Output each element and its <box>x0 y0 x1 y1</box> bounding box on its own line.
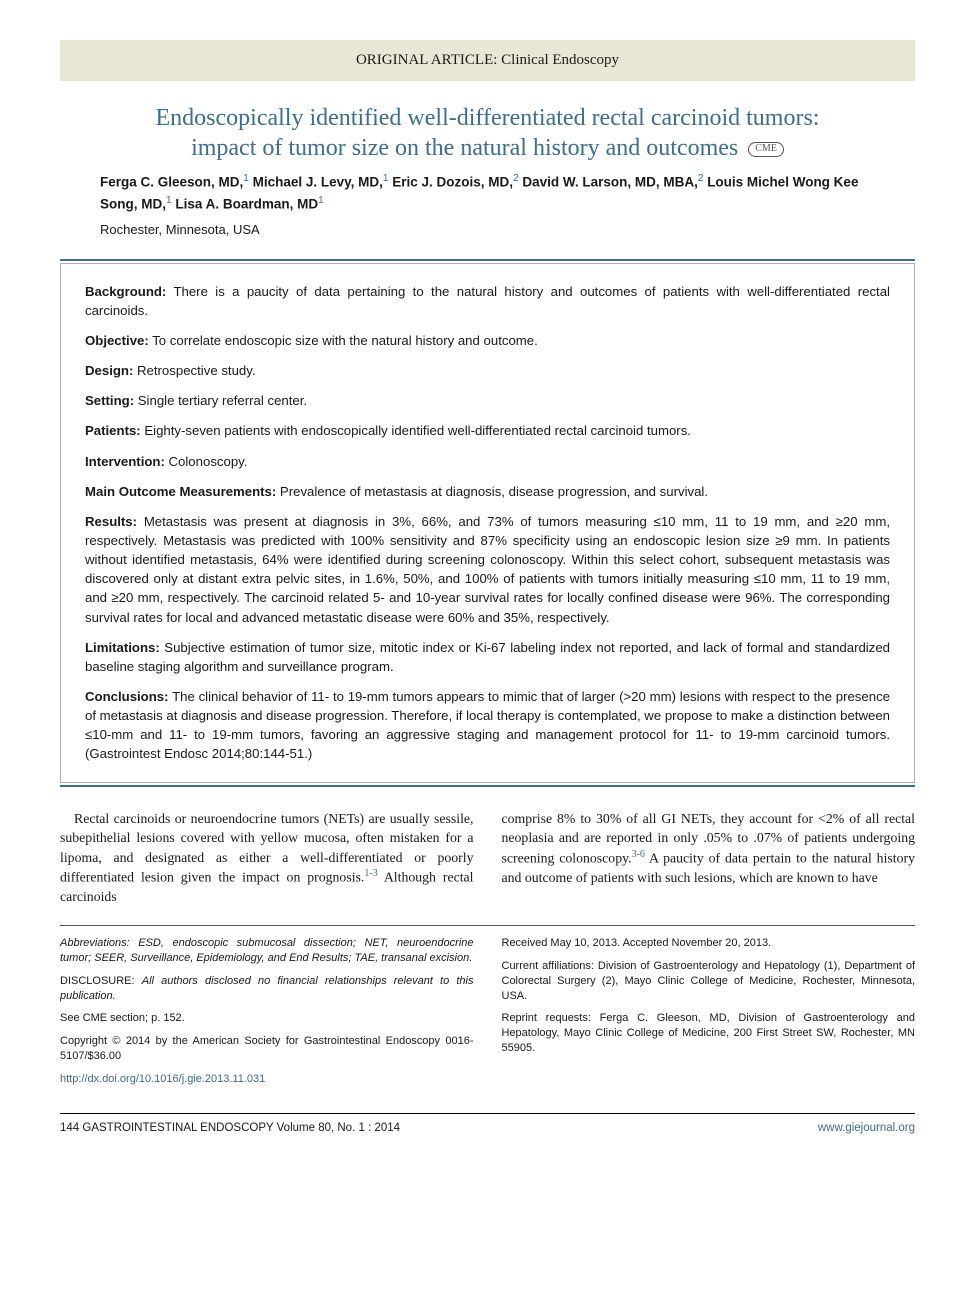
body-col-1: Rectal carcinoids or neuroendocrine tumo… <box>60 809 474 907</box>
page-footer-right: www.giejournal.org <box>818 1120 915 1136</box>
abstract-conclusions: Conclusions: The clinical behavior of 11… <box>85 687 890 764</box>
journal-vol: GASTROINTESTINAL ENDOSCOPY Volume 80, No… <box>79 1122 400 1134</box>
abstract-label: Patients: <box>85 423 141 438</box>
abstract-patients: Patients: Eighty-seven patients with end… <box>85 421 890 440</box>
body-text-columns: Rectal carcinoids or neuroendocrine tumo… <box>60 809 915 907</box>
abstract-limitations: Limitations: Subjective estimation of tu… <box>85 638 890 676</box>
article-category: ORIGINAL ARTICLE: Clinical Endoscopy <box>356 52 619 68</box>
author-list: Ferga C. Gleeson, MD,1 Michael J. Levy, … <box>100 171 875 215</box>
author-1: Ferga C. Gleeson, MD, <box>100 175 243 190</box>
article-title: Endoscopically identified well-different… <box>60 103 915 163</box>
reprint-requests: Reprint requests: Ferga C. Gleeson, MD, … <box>502 1011 916 1056</box>
footer-col-right: Received May 10, 2013. Accepted November… <box>502 936 916 1095</box>
abstract-text: The clinical behavior of 11- to 19-mm tu… <box>85 689 890 761</box>
abstract-text: Metastasis was present at diagnosis in 3… <box>85 514 890 625</box>
author-2: Michael J. Levy, MD, <box>253 175 383 190</box>
page-number: 144 <box>60 1122 79 1134</box>
abstract-mom: Main Outcome Measurements: Prevalence of… <box>85 482 890 501</box>
doi-link[interactable]: http://dx.doi.org/10.1016/j.gie.2013.11.… <box>60 1073 265 1085</box>
author-6: Lisa A. Boardman, MD <box>175 196 318 211</box>
disclosure-label: DISCLOSURE: <box>60 975 142 987</box>
received-dates: Received May 10, 2013. Accepted November… <box>502 936 916 951</box>
footer-col-left: Abbreviations: ESD, endoscopic submucosa… <box>60 936 474 1095</box>
affil-sup: 2 <box>513 173 519 184</box>
abstract-text: To correlate endoscopic size with the na… <box>149 333 538 348</box>
body-col-2: comprise 8% to 30% of all GI NETs, they … <box>502 809 916 907</box>
abstract-label: Results: <box>85 514 137 529</box>
affil-sup: 1 <box>318 195 324 206</box>
abstract-label: Limitations: <box>85 640 160 655</box>
abstract-results: Results: Metastasis was present at diagn… <box>85 512 890 627</box>
title-line-2: impact of tumor size on the natural hist… <box>191 135 738 161</box>
cme-badge: CME <box>748 142 784 157</box>
abstract-box: Background: There is a paucity of data p… <box>60 263 915 783</box>
author-location: Rochester, Minnesota, USA <box>100 221 875 239</box>
citation-link[interactable]: 3-6 <box>632 849 645 860</box>
author-4: David W. Larson, MD, MBA, <box>522 175 698 190</box>
author-3: Eric J. Dozois, MD, <box>392 175 513 190</box>
affil-sup: 1 <box>383 173 389 184</box>
page-footer-left: 144 GASTROINTESTINAL ENDOSCOPY Volume 80… <box>60 1120 400 1136</box>
citation-link[interactable]: 1-3 <box>364 868 377 879</box>
footer-columns: Abbreviations: ESD, endoscopic submucosa… <box>60 936 915 1095</box>
title-line-1: Endoscopically identified well-different… <box>156 105 820 131</box>
abbreviations: Abbreviations: ESD, endoscopic submucosa… <box>60 936 474 966</box>
abstract-top-rule <box>60 259 915 261</box>
disclosure: DISCLOSURE: All authors disclosed no fin… <box>60 974 474 1004</box>
abstract-text: Retrospective study. <box>133 363 255 378</box>
abstract-label: Background: <box>85 284 166 299</box>
affil-sup: 1 <box>243 173 249 184</box>
abstract-text: Prevalence of metastasis at diagnosis, d… <box>276 484 708 499</box>
abstract-label: Main Outcome Measurements: <box>85 484 276 499</box>
abstract-text: Eighty-seven patients with endoscopicall… <box>141 423 691 438</box>
affiliations: Current affiliations: Division of Gastro… <box>502 959 916 1004</box>
abstract-bottom-rule <box>60 785 915 787</box>
abstract-label: Conclusions: <box>85 689 169 704</box>
abstract-label: Setting: <box>85 393 134 408</box>
footer-rule <box>60 925 915 926</box>
cme-note: See CME section; p. 152. <box>60 1011 474 1026</box>
journal-url[interactable]: www.giejournal.org <box>818 1122 915 1134</box>
abstract-text: Colonoscopy. <box>165 454 248 469</box>
abstract-text: There is a paucity of data pertaining to… <box>85 284 890 318</box>
page-footer: 144 GASTROINTESTINAL ENDOSCOPY Volume 80… <box>60 1113 915 1136</box>
abstract-background: Background: There is a paucity of data p… <box>85 282 890 320</box>
abstract-objective: Objective: To correlate endoscopic size … <box>85 331 890 350</box>
abstract-label: Objective: <box>85 333 149 348</box>
abstract-label: Intervention: <box>85 454 165 469</box>
abstract-setting: Setting: Single tertiary referral center… <box>85 391 890 410</box>
abstract-text: Single tertiary referral center. <box>134 393 307 408</box>
abstract-text: Subjective estimation of tumor size, mit… <box>85 640 890 674</box>
abstract-design: Design: Retrospective study. <box>85 361 890 380</box>
affil-sup: 2 <box>698 173 704 184</box>
abstract-label: Design: <box>85 363 133 378</box>
abstract-intervention: Intervention: Colonoscopy. <box>85 452 890 471</box>
article-category-bar: ORIGINAL ARTICLE: Clinical Endoscopy <box>60 40 915 81</box>
affil-sup: 1 <box>166 195 172 206</box>
copyright: Copyright © 2014 by the American Society… <box>60 1034 474 1064</box>
